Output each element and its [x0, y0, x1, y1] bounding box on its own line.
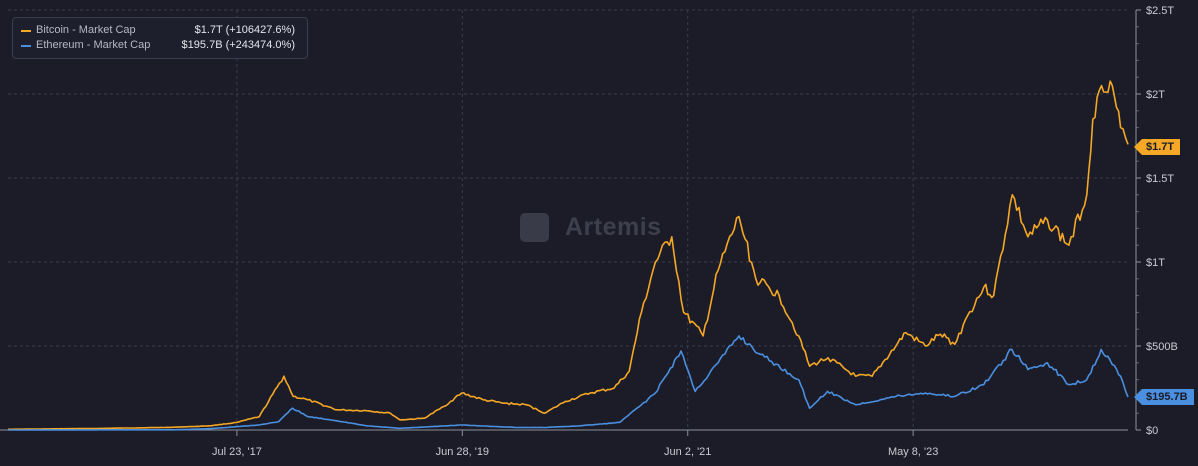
y-tick-label: $2.5T	[1146, 5, 1174, 17]
x-tick-label: May 8, '23	[888, 446, 938, 458]
legend-label-bitcoin: Bitcoin - Market Cap	[36, 24, 136, 36]
legend-value-ethereum: $195.7B (+243474.0%)	[181, 39, 295, 51]
y-tick-label: $2T	[1146, 89, 1165, 101]
y-tick-label: $500B	[1146, 341, 1178, 353]
artemis-watermark: Artemis	[520, 210, 690, 246]
x-axis: Jul 23, '17 Jun 28, '19 Jun 2, '21 May 8, '…	[0, 429, 1128, 458]
series-lines	[8, 80, 1129, 431]
legend-value-bitcoin: $1.7T (+106427.6%)	[194, 24, 295, 36]
y-tick-label: $1.5T	[1146, 173, 1174, 185]
legend-item-bitcoin[interactable]: Bitcoin - Market Cap $1.7T (+106427.6%)	[13, 23, 307, 39]
chart-legend: Bitcoin - Market Cap $1.7T (+106427.6%) …	[12, 17, 308, 59]
artemis-logo-icon	[520, 213, 549, 242]
bitcoin-last-value-tag: $1.7T	[1133, 139, 1181, 155]
x-tick-label: Jul 23, '17	[212, 446, 262, 458]
watermark-text: Artemis	[565, 213, 662, 241]
legend-label-ethereum: Ethereum - Market Cap	[36, 39, 151, 51]
y-axis: $0 $500B $1T $1.5T $2T $2.5T	[1135, 5, 1178, 437]
legend-swatch-ethereum	[21, 45, 31, 47]
y-tick-label: $1T	[1146, 257, 1165, 269]
y-tick-label: $0	[1146, 425, 1158, 437]
x-tick-label: Jun 2, '21	[664, 446, 711, 458]
x-tick-label: Jun 28, '19	[436, 446, 489, 458]
legend-swatch-bitcoin	[21, 30, 31, 32]
grid-lines	[8, 9, 1128, 430]
ethereum-series-line	[8, 335, 1129, 431]
ethereum-last-value-tag: $195.7B	[1134, 389, 1194, 405]
bitcoin-series-line	[8, 80, 1129, 431]
legend-item-ethereum[interactable]: Ethereum - Market Cap $195.7B (+243474.0…	[13, 38, 307, 54]
